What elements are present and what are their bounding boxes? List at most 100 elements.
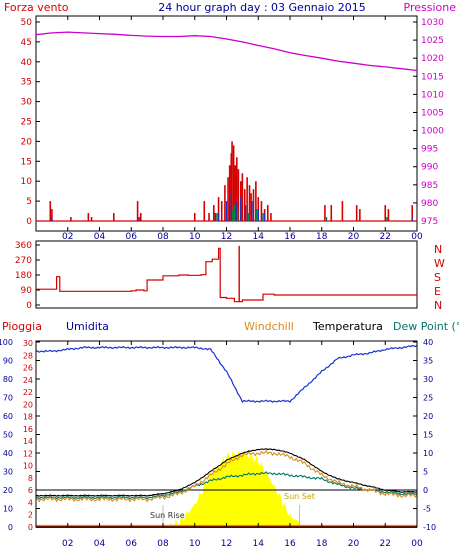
x-tick-label-06: 06 [126, 539, 138, 549]
x-tick-label-08: 08 [157, 539, 169, 549]
direction-label-E-3: E [434, 285, 441, 298]
pressure-tick-label-1005: 1005 [421, 108, 444, 118]
direction-label-S-2: S [434, 271, 441, 284]
rain-tick-label-22: 22 [23, 388, 33, 397]
direction-tick-label-90: 90 [21, 286, 33, 296]
humidity-tick-label-100: 100 [0, 338, 13, 347]
x-tick-label-14: 14 [253, 232, 265, 242]
humidity-tick-label-0: 0 [8, 523, 13, 532]
rain-tick-label-0: 0 [28, 523, 33, 532]
direction-tick-label-270: 270 [15, 256, 32, 266]
humidity-tick-label-10: 10 [3, 505, 13, 514]
right-axis-label-pressure: Pressione [404, 1, 457, 14]
right-axis-pressure-ticks: 975 980 985 990 995 1000 1005 1010 1015 1020 1025 1… [413, 18, 444, 227]
rain-tick-label-4: 4 [28, 498, 33, 507]
humidity-tick-label-20: 20 [3, 486, 13, 495]
sunset-label: Sun Set [284, 492, 315, 501]
wind-tick-label-45: 45 [21, 38, 32, 48]
x-tick-label-10: 10 [189, 232, 201, 242]
humidity-tick-label-80: 80 [3, 375, 13, 384]
right-axis-label-dewpoint: Dew Point (°C [393, 320, 459, 333]
wind-tick-label-10: 10 [21, 177, 33, 187]
temperature-tick-label-40: 40 [423, 338, 433, 347]
pressure-tick-label-980: 980 [421, 199, 438, 209]
rain-tick-label-30: 30 [23, 339, 33, 348]
x-tick-label-06: 06 [126, 232, 138, 242]
x-tick-label-00: 00 [411, 232, 423, 242]
rain-tick-label-24: 24 [23, 376, 33, 385]
rain-tick-label-14: 14 [23, 437, 33, 446]
wind-tick-label-20: 20 [21, 137, 33, 147]
direction-tick-label-360: 360 [15, 241, 32, 251]
humidity-tick-label-40: 40 [3, 449, 13, 458]
wind-tick-label-40: 40 [21, 58, 33, 68]
left-axis-label-rain: Pioggia [2, 320, 42, 333]
x-tick-label-04: 04 [94, 539, 106, 549]
rain-tick-label-18: 18 [23, 413, 33, 422]
left-axis-wind-ticks: 0 5 10 15 20 25 30 35 40 45 50 [21, 18, 40, 227]
x-tick-label-02: 02 [62, 232, 73, 242]
wind-tick-label-15: 15 [21, 157, 32, 167]
pressure-tick-label-1015: 1015 [421, 72, 444, 82]
x-tick-label-12: 12 [221, 539, 232, 549]
dewpoint-line [35, 471, 418, 500]
temperature-tick-label-20: 20 [423, 412, 433, 421]
humidity-tick-label-60: 60 [3, 412, 13, 421]
temperature-tick-label-15: 15 [423, 431, 433, 440]
temperature-tick-label--10: -10 [423, 523, 436, 532]
wind-tick-label-0: 0 [26, 217, 32, 227]
wind-tick-label-25: 25 [21, 118, 32, 128]
x-tick-label-08: 08 [157, 232, 169, 242]
x-tick-label-10: 10 [189, 539, 201, 549]
pressure-tick-label-1020: 1020 [421, 54, 444, 64]
wind-tick-label-30: 30 [21, 98, 33, 108]
rain-tick-label-8: 8 [28, 474, 33, 483]
temperature-tick-label-5: 5 [423, 468, 428, 477]
pressure-tick-label-1025: 1025 [421, 36, 444, 46]
left-axis-label-humidity: Umidita [66, 320, 109, 333]
x-tick-label-22: 22 [380, 232, 391, 242]
humidity-line [35, 344, 418, 403]
x-tick-label-00: 00 [411, 539, 423, 549]
humidity-tick-label-90: 90 [3, 357, 13, 366]
direction-label-W-1: W [434, 257, 445, 270]
temperature-tick-label-30: 30 [423, 375, 433, 384]
x-tick-label-12: 12 [221, 232, 232, 242]
left-axis-label-wind: Forza vento [4, 1, 69, 14]
rain-tick-label-26: 26 [23, 364, 33, 373]
rain-tick-label-12: 12 [23, 449, 33, 458]
rain-tick-label-16: 16 [23, 425, 33, 434]
temperature-tick-label-0: 0 [423, 486, 428, 495]
sunrise-label: Sun Rise [150, 511, 185, 520]
x-tick-label-16: 16 [284, 232, 296, 242]
pressure-tick-label-1030: 1030 [421, 18, 444, 28]
right-axis-label-windchill: Windchill [244, 320, 294, 333]
direction-label-N-4: N [434, 299, 442, 312]
wind-tick-label-5: 5 [26, 197, 32, 207]
pressure-tick-label-1000: 1000 [421, 127, 444, 137]
pressure-tick-label-975: 975 [421, 217, 438, 227]
temperature-tick-label-10: 10 [423, 449, 433, 458]
x-tick-label-20: 20 [348, 232, 360, 242]
wind-tick-label-50: 50 [21, 18, 33, 28]
x-tick-label-02: 02 [62, 539, 73, 549]
panel-wind-pressure-marks [35, 31, 418, 222]
direction-label-N-0: N [434, 243, 442, 256]
temperature-tick-label-25: 25 [423, 394, 433, 403]
direction-tick-label-180: 180 [15, 271, 32, 281]
x-tick-label-20: 20 [348, 539, 360, 549]
x-axis-hour-ticks-bottom: 02 04 06 08 10 12 14 16 18 20 22 00 [62, 341, 423, 549]
x-tick-label-18: 18 [316, 539, 328, 549]
rain-tick-label-20: 20 [23, 400, 33, 409]
pressure-tick-label-995: 995 [421, 145, 438, 155]
rain-tick-label-2: 2 [28, 511, 33, 520]
panel-wind-direction-marks [36, 245, 417, 303]
left-axis-direction-ticks: 0 90 180 270 360 [15, 241, 40, 311]
